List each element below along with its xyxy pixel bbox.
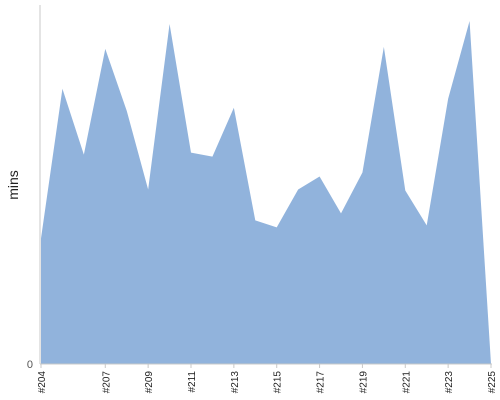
x-tick-label: #204 — [37, 371, 48, 394]
y-axis-title: mins — [5, 170, 21, 200]
x-tick-label: #207 — [101, 371, 112, 394]
x-tick-label: #221 — [401, 371, 412, 394]
x-tick-label: #215 — [273, 371, 284, 394]
y-tick-label: 0 — [27, 359, 33, 371]
plot-area — [41, 20, 491, 364]
x-tick-label: #209 — [144, 371, 155, 394]
x-tick-label: #225 — [487, 371, 498, 394]
area-series-0 — [41, 20, 491, 364]
x-tick-label: #219 — [358, 371, 369, 394]
x-tick-label: #211 — [187, 371, 198, 393]
x-tick-label: #217 — [316, 371, 327, 394]
x-axis-ticks: #204 #207 #209 #211 #213 #215 #217 #219 #221 #223… — [37, 364, 498, 393]
y-axis-ticks: 0 — [27, 359, 33, 371]
x-tick-label: #213 — [230, 371, 241, 394]
x-tick-label: #223 — [444, 371, 455, 394]
